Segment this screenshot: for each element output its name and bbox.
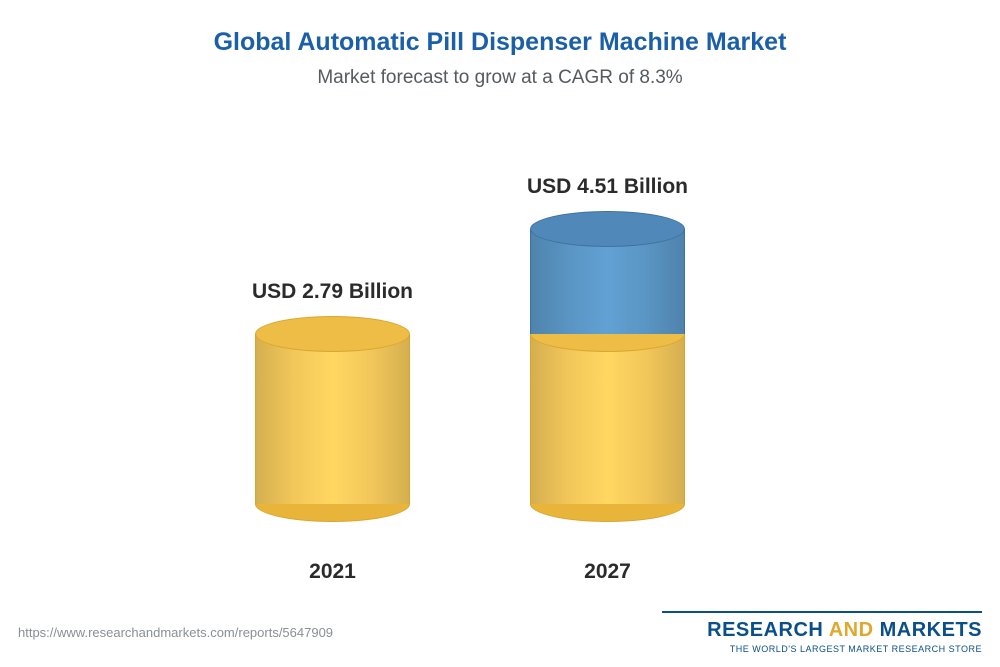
cylinder-segment <box>530 334 685 504</box>
chart-subtitle: Market forecast to grow at a CAGR of 8.3… <box>0 67 1000 89</box>
brand-word-1: RESEARCH <box>707 619 823 641</box>
brand-word-3: MARKETS <box>880 619 982 641</box>
source-url: https://www.researchandmarkets.com/repor… <box>18 625 333 640</box>
year-label: 2027 <box>530 560 685 584</box>
brand-block: RESEARCH AND MARKETS THE WORLD'S LARGEST… <box>662 611 982 654</box>
brand-logo-text: RESEARCH AND MARKETS <box>662 619 982 642</box>
chart-title: Global Automatic Pill Dispenser Machine … <box>0 0 1000 57</box>
value-label: USD 4.51 Billion <box>498 175 718 199</box>
cylinder-segment <box>255 334 410 504</box>
value-label: USD 2.79 Billion <box>223 280 443 304</box>
cylinder-top <box>530 211 685 247</box>
cylinder-top <box>255 316 410 352</box>
cylinder <box>255 316 410 522</box>
brand-word-2: AND <box>829 619 874 641</box>
cylinder <box>530 211 685 522</box>
brand-tagline: THE WORLD'S LARGEST MARKET RESEARCH STOR… <box>662 644 982 654</box>
footer: https://www.researchandmarkets.com/repor… <box>0 603 1000 667</box>
year-label: 2021 <box>255 560 410 584</box>
chart-area: USD 2.79 Billion2021USD 4.51 Billion2027 <box>0 109 1000 549</box>
